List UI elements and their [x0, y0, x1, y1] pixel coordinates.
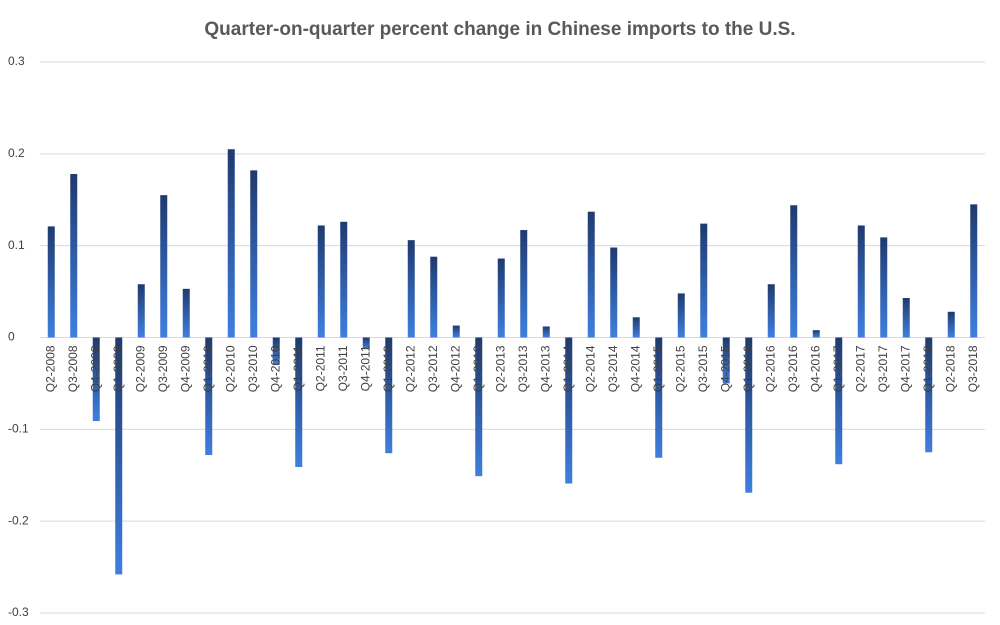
x-tick-label: Q4-2015	[718, 345, 732, 392]
bar	[250, 170, 258, 338]
bar	[295, 337, 303, 467]
bar	[92, 337, 100, 422]
x-tick-label: Q2-2011	[313, 345, 327, 391]
x-tick-label: Q1-2010	[201, 345, 215, 392]
bar	[272, 337, 280, 366]
bar	[137, 284, 145, 338]
y-tick-label: 0.3	[8, 54, 25, 68]
bar	[947, 311, 955, 338]
x-tick-label: Q3-2014	[606, 345, 620, 392]
x-tick-label: Q4-2008	[88, 345, 102, 392]
bar	[227, 149, 235, 338]
bar	[587, 211, 595, 338]
x-tick-label: Q4-2014	[628, 345, 642, 392]
bar	[722, 337, 730, 384]
x-tick-label: Q4-2011	[358, 345, 372, 391]
x-tick-label: Q2-2018	[943, 345, 957, 392]
bar	[655, 337, 663, 458]
y-tick-label: -0.3	[8, 605, 29, 619]
bar	[880, 237, 888, 338]
x-tick-label: Q2-2010	[223, 345, 237, 392]
x-tick-label: Q4-2017	[898, 345, 912, 392]
chart-title: Quarter-on-quarter percent change in Chi…	[204, 19, 795, 40]
x-tick-label: Q3-2012	[426, 345, 440, 392]
bar	[407, 240, 415, 338]
bar	[835, 337, 843, 465]
x-tick-label: Q4-2016	[808, 345, 822, 392]
x-tick-label: Q3-2013	[516, 345, 530, 392]
bar	[115, 337, 123, 575]
bar	[745, 337, 753, 493]
bar	[925, 337, 933, 453]
bars	[47, 149, 978, 575]
x-tick-label: Q3-2015	[696, 345, 710, 392]
x-tick-labels: Q2-2008 Q3-2008 Q4-2008 Q1-2009 Q2-2009 Q3-20…	[43, 345, 980, 392]
bar	[970, 204, 978, 338]
x-tick-label: Q1-2009	[111, 345, 125, 392]
x-tick-label: Q2-2015	[673, 345, 687, 392]
x-tick-label: Q1-2017	[831, 345, 845, 392]
x-tick-label: Q1-2012	[381, 345, 395, 392]
x-tick-label: Q2-2013	[493, 345, 507, 392]
bar	[632, 317, 640, 338]
x-tick-label: Q3-2009	[156, 345, 170, 392]
x-tick-label: Q3-2016	[786, 345, 800, 392]
bar	[452, 325, 460, 338]
x-tick-label: Q2-2016	[763, 345, 777, 392]
x-tick-label: Q1-2011	[291, 345, 305, 391]
x-tick-label: Q2-2014	[583, 345, 597, 392]
bar	[430, 256, 438, 338]
bar	[902, 298, 910, 338]
x-tick-label: Q4-2010	[268, 345, 282, 392]
x-tick-label: Q1-2018	[921, 345, 935, 392]
y-tick-label: -0.2	[8, 513, 29, 527]
x-tick-label: Q4-2013	[538, 345, 552, 392]
x-tick-label: Q2-2017	[853, 345, 867, 392]
bar	[565, 337, 573, 484]
x-tick-label: Q3-2008	[66, 345, 80, 392]
x-tick-label: Q4-2012	[448, 345, 462, 392]
bar	[542, 326, 550, 338]
bar	[340, 221, 348, 338]
y-tick-label: 0.2	[8, 146, 25, 160]
bar	[700, 223, 708, 338]
bar	[610, 247, 618, 338]
bar	[70, 174, 78, 338]
x-tick-label: Q3-2017	[876, 345, 890, 392]
x-tick-label: Q1-2016	[741, 345, 755, 392]
bar	[497, 258, 505, 338]
bar	[47, 226, 55, 338]
bar	[677, 293, 685, 338]
bar	[520, 230, 528, 338]
x-tick-label: Q1-2013	[471, 345, 485, 392]
x-tick-label: Q2-2009	[133, 345, 147, 392]
bar	[362, 337, 370, 349]
y-tick-label: 0.1	[8, 238, 25, 252]
y-tick-label: 0	[8, 330, 15, 344]
x-tick-label: Q2-2012	[403, 345, 417, 392]
bar	[182, 288, 190, 338]
bar	[385, 337, 393, 454]
bar	[317, 225, 325, 338]
bar	[812, 330, 820, 338]
bar	[857, 225, 865, 338]
x-tick-label: Q3-2018	[966, 345, 980, 392]
y-tick-label: -0.1	[8, 422, 29, 436]
bar	[767, 284, 775, 338]
x-tick-label: Q1-2014	[561, 345, 575, 392]
x-tick-label: Q2-2008	[43, 345, 57, 392]
x-tick-label: Q3-2010	[246, 345, 260, 392]
bar	[205, 337, 213, 456]
x-tick-label: Q1-2015	[651, 345, 665, 392]
bar	[790, 205, 798, 338]
bar	[160, 195, 168, 338]
x-tick-label: Q4-2009	[178, 345, 192, 392]
x-tick-label: Q3-2011	[336, 345, 350, 391]
bar	[475, 337, 483, 477]
